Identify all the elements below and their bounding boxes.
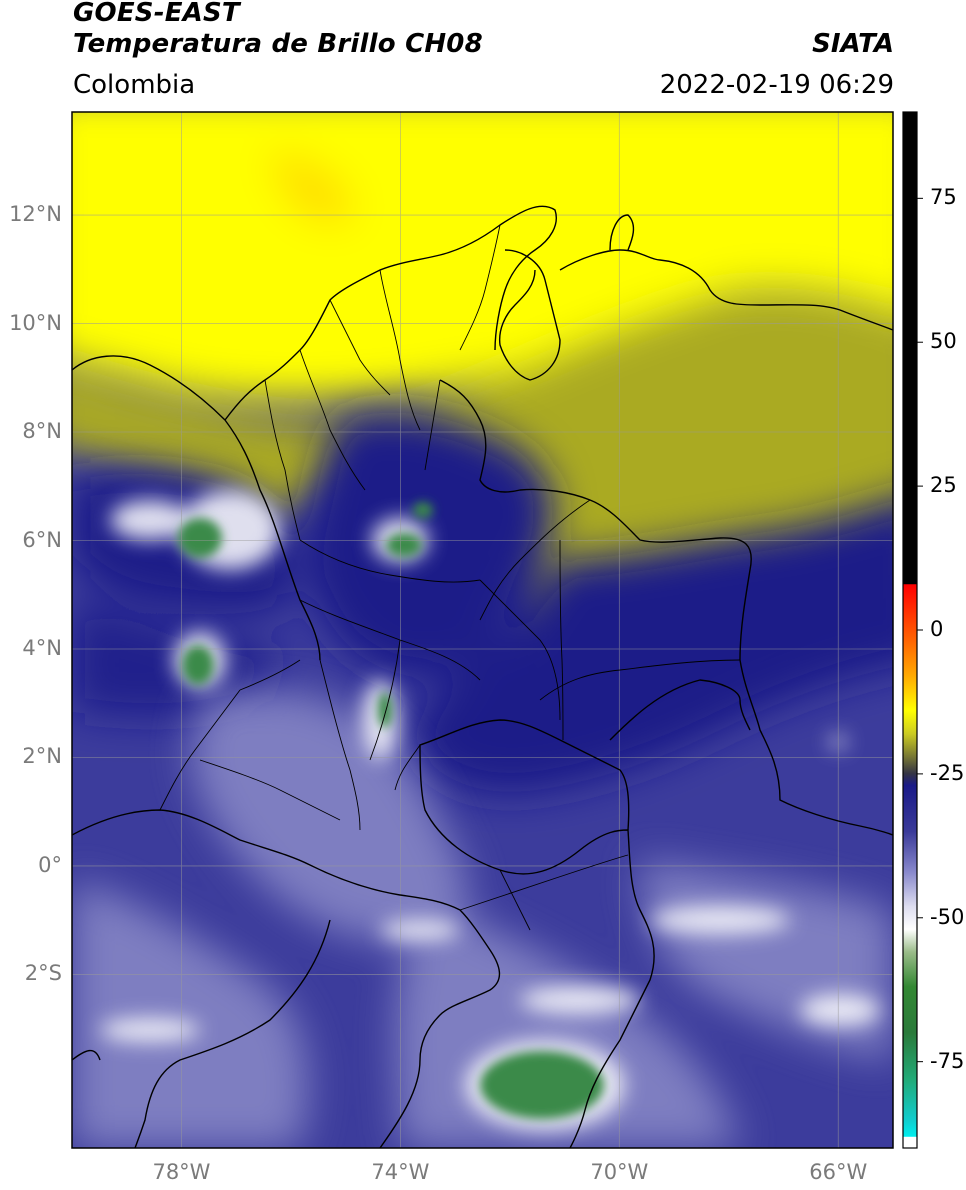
lat-label: 6°N xyxy=(22,527,62,552)
colorbar-tick-label: -75 xyxy=(930,1048,965,1073)
lon-label: 66°W xyxy=(809,1160,868,1184)
lon-label: 74°W xyxy=(371,1160,430,1184)
colorbar-tick-label: 0 xyxy=(930,617,944,641)
lon-label: 78°W xyxy=(152,1160,211,1184)
colorbar-tick-label: -25 xyxy=(930,760,965,785)
lon-label: 70°W xyxy=(590,1160,649,1184)
graticule xyxy=(72,112,893,1148)
lat-label: 2°S xyxy=(24,961,62,986)
map-frame xyxy=(71,111,894,1149)
lat-label: 12°N xyxy=(9,202,62,227)
title-region: Colombia xyxy=(73,70,196,100)
title-source: SIATA xyxy=(812,29,894,59)
colorbar-tick-label: 75 xyxy=(930,185,957,210)
title-product: Temperatura de Brillo CH08 xyxy=(73,29,483,59)
country-boundaries xyxy=(72,205,893,1148)
lat-label: 0° xyxy=(38,852,62,877)
department-boundaries xyxy=(159,224,741,931)
imagery-layer xyxy=(72,112,893,1148)
colorbar xyxy=(903,112,917,1148)
colorbar-ticks xyxy=(917,197,923,1063)
colorbar-tick-label: 25 xyxy=(930,473,957,498)
colorbar-tick-label: 50 xyxy=(930,329,957,354)
lat-label: 4°N xyxy=(22,635,62,660)
colorbar-tick-label: -50 xyxy=(930,904,965,929)
title-datetime: 2022-02-19 06:29 xyxy=(659,70,894,100)
lat-label: 10°N xyxy=(9,310,62,335)
title-satellite: GOES-EAST xyxy=(73,0,240,28)
lat-label: 2°N xyxy=(22,744,62,769)
lat-label: 8°N xyxy=(22,419,62,444)
